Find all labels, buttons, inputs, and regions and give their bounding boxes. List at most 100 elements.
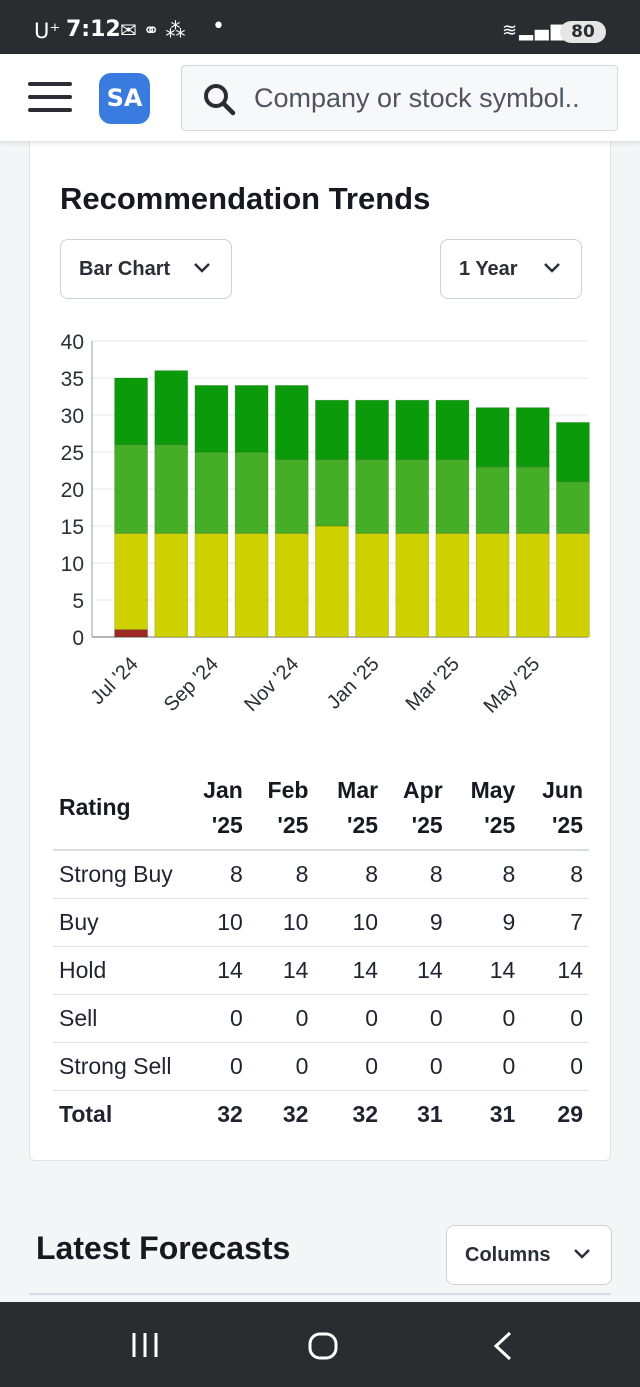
bar-segment-hold bbox=[515, 532, 550, 638]
battery-indicator: 80 bbox=[560, 21, 606, 43]
system-navigation-bar bbox=[0, 1302, 640, 1387]
table-cell: 9 bbox=[384, 898, 449, 947]
table-cell: 0 bbox=[196, 1042, 249, 1091]
section-divider bbox=[29, 1293, 611, 1295]
table-cell: 29 bbox=[557, 1100, 583, 1127]
row-label: Hold bbox=[53, 946, 197, 995]
x-tick-label: Jan '25 bbox=[323, 653, 384, 714]
bar-segment-strong-buy bbox=[114, 377, 149, 446]
bar-segment-hold bbox=[435, 532, 470, 638]
table-cell: 10 bbox=[196, 898, 249, 947]
table-cell: 14 bbox=[248, 946, 315, 995]
bar-segment-buy bbox=[475, 466, 510, 534]
search-box[interactable] bbox=[181, 65, 618, 131]
table-cell: 8 bbox=[384, 850, 449, 899]
bar-segment-buy bbox=[555, 481, 590, 534]
y-tick-label: 25 bbox=[61, 442, 84, 465]
table-row: Strong Sell 0 0 0 0 0 0 bbox=[53, 1042, 589, 1091]
bar-segment-strong-buy bbox=[274, 384, 309, 460]
total-row: Total 32 32 32 31 31 29 bbox=[53, 1090, 589, 1138]
table-cell: 0 bbox=[521, 1042, 589, 1091]
home-icon[interactable] bbox=[307, 1330, 339, 1362]
bar-segment-buy bbox=[395, 458, 430, 534]
bar-segment-hold bbox=[234, 532, 269, 638]
mail-icon: ✉ bbox=[120, 18, 143, 42]
bar-segment-hold bbox=[274, 532, 309, 638]
table-cell: 8 bbox=[521, 850, 589, 899]
signal-icons: ≋▂▄▆ bbox=[502, 20, 567, 41]
bar-segment-strong-buy bbox=[515, 407, 550, 468]
bar-segment-buy bbox=[114, 444, 149, 534]
recent-apps-icon[interactable] bbox=[130, 1330, 160, 1360]
bar-segment-strong-buy bbox=[234, 384, 269, 453]
table-cell: 7 bbox=[521, 898, 589, 947]
table-row: Strong Buy 8 8 8 8 8 8 bbox=[53, 850, 589, 899]
bar-segment-hold bbox=[154, 532, 189, 638]
row-label: Total bbox=[59, 1100, 113, 1127]
bar-segment-buy bbox=[355, 458, 390, 534]
table-cell: 32 bbox=[352, 1100, 379, 1127]
y-tick-label: 40 bbox=[61, 331, 84, 354]
y-tick-label: 30 bbox=[61, 405, 84, 428]
bar-segment-buy bbox=[314, 458, 349, 527]
table-cell: 31 bbox=[489, 1100, 516, 1127]
chart-type-dropdown[interactable]: Bar Chart bbox=[60, 239, 232, 299]
notification-icons: ✉⚭⁂ bbox=[120, 18, 192, 42]
bar-segment-strong-buy bbox=[435, 399, 470, 460]
bar-segment-hold bbox=[475, 532, 510, 638]
bar-segment-buy bbox=[234, 451, 269, 534]
bar-segment-buy bbox=[274, 458, 309, 534]
y-tick-label: 20 bbox=[61, 479, 84, 502]
columns-label: Columns bbox=[465, 1244, 551, 1266]
month-column-header: May '25 bbox=[448, 766, 522, 851]
x-tick-label: Sep '24 bbox=[160, 653, 223, 716]
table-cell: 32 bbox=[217, 1100, 243, 1127]
table-cell: 32 bbox=[282, 1100, 309, 1127]
status-bar: U⁺ 7:12 ✉⚭⁂ • ≋▂▄▆ 80 bbox=[0, 0, 640, 54]
x-tick-label: May '25 bbox=[480, 653, 545, 718]
recommendation-trend-chart: 0 5 10 15 20 25 30 35 40 Jul '24 Sep '24 Nov '24 Jan… bbox=[61, 331, 590, 718]
hamburger-menu-icon[interactable] bbox=[28, 82, 72, 116]
back-icon[interactable] bbox=[490, 1330, 516, 1362]
search-input[interactable] bbox=[254, 76, 604, 120]
month-column-header: Mar '25 bbox=[314, 766, 385, 851]
chevron-down-icon bbox=[574, 1249, 590, 1259]
bar-segment-buy bbox=[515, 466, 550, 534]
card-title: Recommendation Trends bbox=[60, 181, 431, 216]
table-cell: 31 bbox=[417, 1100, 443, 1127]
month-column-header: Jun '25 bbox=[521, 766, 589, 851]
table-cell: 14 bbox=[384, 946, 449, 995]
bar-segment-strong-buy bbox=[395, 399, 430, 460]
row-label: Strong Sell bbox=[53, 1042, 197, 1091]
table-header-row: Rating Jan '25 Feb '25 Mar '25 Apr '25 May '2… bbox=[53, 766, 589, 851]
table-cell: 0 bbox=[314, 1042, 385, 1091]
columns-dropdown[interactable]: Columns bbox=[446, 1225, 612, 1285]
chevron-down-icon bbox=[194, 263, 210, 273]
bar-segment-strong-buy bbox=[355, 399, 390, 460]
table-cell: 14 bbox=[196, 946, 249, 995]
recommendation-trends-card: Recommendation Trends Bar Chart 1 Year 0… bbox=[29, 132, 611, 1161]
cell-signal-icon: ▂▄▆ bbox=[519, 20, 567, 41]
chevron-down-icon bbox=[544, 263, 560, 273]
table-cell: 8 bbox=[314, 850, 385, 899]
seeking-alpha-logo[interactable]: SA bbox=[99, 73, 150, 124]
bar-segment-strong-buy bbox=[555, 421, 590, 483]
row-label: Sell bbox=[53, 994, 197, 1043]
time-range-label: 1 Year bbox=[459, 258, 518, 280]
y-tick-label: 5 bbox=[72, 590, 84, 613]
table-cell: 0 bbox=[248, 1042, 315, 1091]
bar-segment-buy bbox=[154, 444, 189, 534]
table-cell: 0 bbox=[384, 994, 449, 1043]
table-cell: 14 bbox=[314, 946, 385, 995]
bar-segment-sell bbox=[114, 629, 149, 638]
table-cell: 10 bbox=[314, 898, 385, 947]
bar-segment-hold bbox=[555, 532, 590, 638]
time-range-dropdown[interactable]: 1 Year bbox=[440, 239, 582, 299]
bar-segment-strong-buy bbox=[154, 370, 189, 446]
table-cell: 10 bbox=[248, 898, 315, 947]
y-tick-label: 15 bbox=[61, 516, 84, 539]
notification-dot: • bbox=[212, 14, 225, 39]
table-cell: 14 bbox=[521, 946, 589, 995]
bar-segment-buy bbox=[435, 458, 470, 534]
table-row: Buy 10 10 10 9 9 7 bbox=[53, 898, 589, 947]
